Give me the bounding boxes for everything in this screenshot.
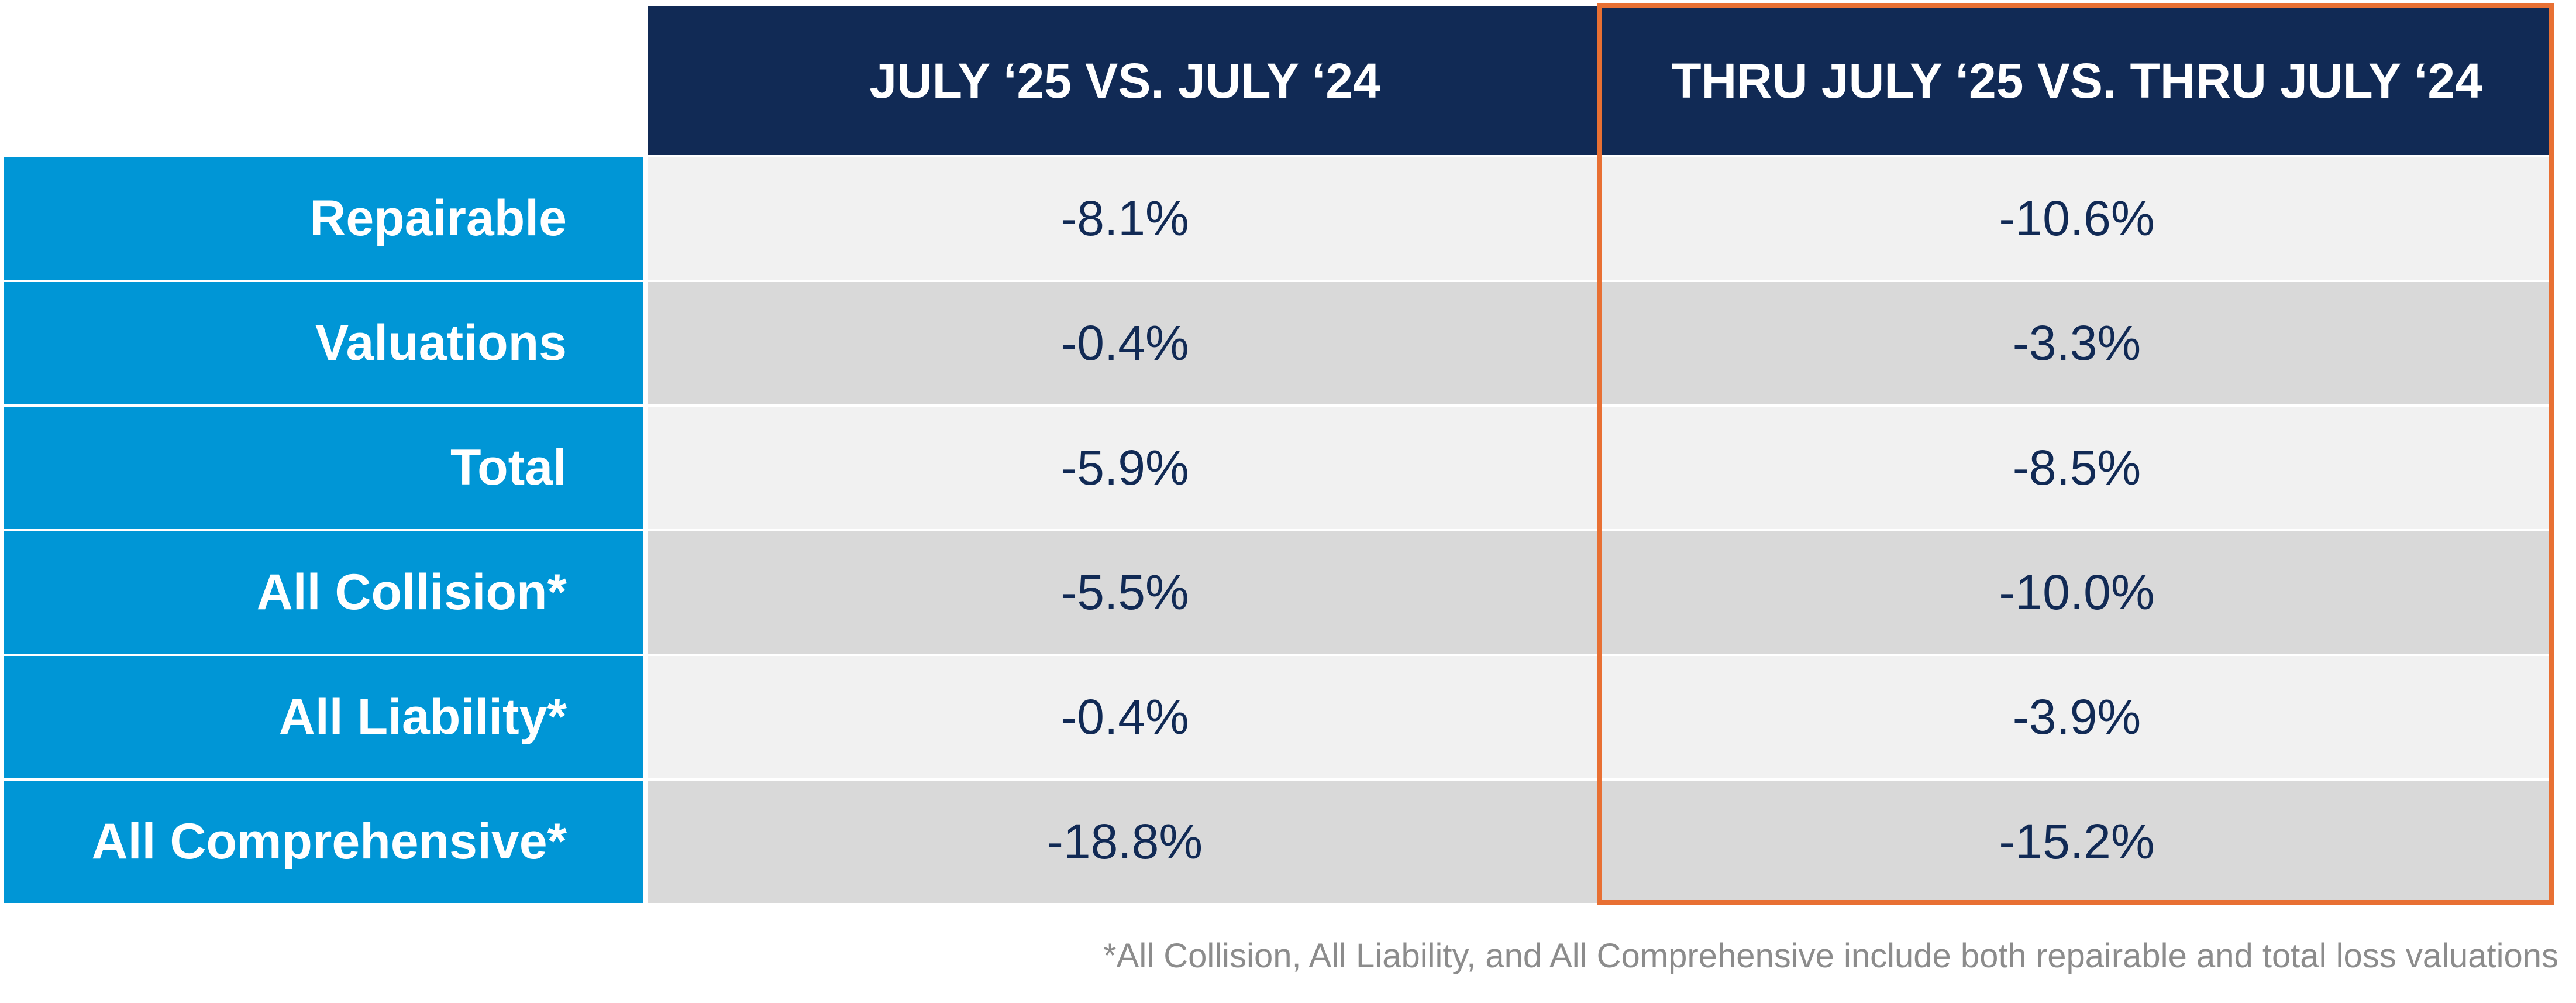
cell-all-comprehensive-month: -18.8% <box>648 781 1602 903</box>
cell-all-collision-ytd: -10.0% <box>1602 531 2552 654</box>
cell-all-liability-ytd: -3.9% <box>1602 656 2552 778</box>
cell-repairable-month: -8.1% <box>648 157 1602 280</box>
row-label-repairable: Repairable <box>4 157 643 280</box>
cell-valuations-month: -0.4% <box>648 282 1602 404</box>
cell-total-ytd: -8.5% <box>1602 407 2552 529</box>
row-label-all-liability: All Liability* <box>4 656 643 778</box>
row-label-all-comprehensive: All Comprehensive* <box>4 781 643 903</box>
row-label-total: Total <box>4 407 643 529</box>
cell-all-liability-month: -0.4% <box>648 656 1602 778</box>
cell-repairable-ytd: -10.6% <box>1602 157 2552 280</box>
header-july-vs-july: JULY ‘25 VS. JULY ‘24 <box>648 6 1602 155</box>
header-thru-july-vs-thru-july: THRU JULY ‘25 VS. THRU JULY ‘24 <box>1602 6 2552 155</box>
cell-valuations-ytd: -3.3% <box>1602 282 2552 404</box>
footnote: *All Collision, All Liability, and All C… <box>1103 937 2558 975</box>
row-label-all-collision: All Collision* <box>4 531 643 654</box>
cell-all-collision-month: -5.5% <box>648 531 1602 654</box>
row-label-valuations: Valuations <box>4 282 643 404</box>
cell-total-month: -5.9% <box>648 407 1602 529</box>
cell-all-comprehensive-ytd: -15.2% <box>1602 781 2552 903</box>
